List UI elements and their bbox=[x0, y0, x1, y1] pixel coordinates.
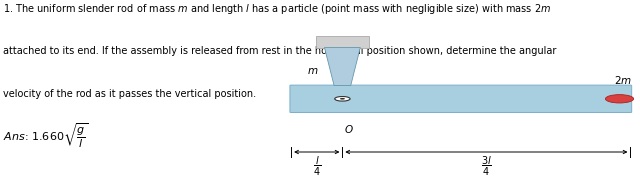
Text: attached to its end. If the assembly is released from rest in the horizontal pos: attached to its end. If the assembly is … bbox=[3, 46, 557, 56]
Polygon shape bbox=[324, 48, 360, 86]
Text: $O$: $O$ bbox=[344, 123, 354, 135]
Text: $\dfrac{l}{4}$: $\dfrac{l}{4}$ bbox=[313, 155, 321, 178]
Text: $\dfrac{3l}{4}$: $\dfrac{3l}{4}$ bbox=[481, 155, 492, 178]
Circle shape bbox=[335, 97, 350, 101]
FancyBboxPatch shape bbox=[290, 85, 632, 112]
Text: $2m$: $2m$ bbox=[614, 74, 632, 86]
Circle shape bbox=[605, 95, 634, 103]
Circle shape bbox=[340, 98, 345, 100]
Text: $m$: $m$ bbox=[307, 66, 318, 76]
Text: 1. The uniform slender rod of mass $m$ and length $l$ has a particle (point mass: 1. The uniform slender rod of mass $m$ a… bbox=[3, 2, 551, 16]
Text: velocity of the rod as it passes the vertical position.: velocity of the rod as it passes the ver… bbox=[3, 89, 257, 99]
Bar bbox=[316, 36, 369, 48]
Text: $\it{Ans}$: $1.660\sqrt{\dfrac{g}{l}}$: $\it{Ans}$: $1.660\sqrt{\dfrac{g}{l}}$ bbox=[3, 122, 89, 150]
